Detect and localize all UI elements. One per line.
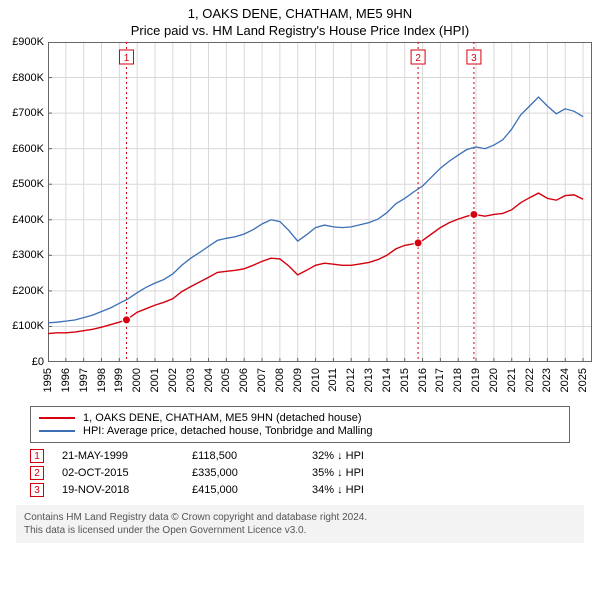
chart-svg: 1 2 3 — [48, 42, 592, 362]
legend-label: 1, OAKS DENE, CHATHAM, ME5 9HN (detached… — [83, 412, 362, 424]
x-tick-label: 1995 — [42, 368, 54, 392]
chart-title: 1, OAKS DENE, CHATHAM, ME5 9HN — [0, 6, 600, 21]
transaction-price: £415,000 — [192, 484, 312, 496]
legend-label: HPI: Average price, detached house, Tonb… — [83, 425, 372, 437]
x-tick-label: 1996 — [60, 368, 72, 392]
svg-text:3: 3 — [471, 53, 477, 64]
x-tick-label: 2003 — [185, 368, 197, 392]
x-tick-label: 2016 — [417, 368, 429, 392]
legend-swatch — [39, 430, 75, 432]
transaction-row: 2 02-OCT-2015£335,00035% ↓ HPI — [30, 466, 570, 480]
attribution: Contains HM Land Registry data © Crown c… — [16, 505, 584, 543]
x-tick-label: 2007 — [256, 368, 268, 392]
transaction-badge: 1 — [30, 449, 44, 463]
y-tick-label: £300K — [12, 249, 48, 261]
legend-swatch — [39, 417, 75, 419]
x-tick-label: 2020 — [488, 368, 500, 392]
x-tick-label: 2014 — [381, 368, 393, 392]
svg-text:1: 1 — [124, 53, 130, 64]
x-tick-label: 2006 — [238, 368, 250, 392]
x-tick-label: 2010 — [310, 368, 322, 392]
y-tick-label: £600K — [12, 143, 48, 155]
x-tick-label: 2005 — [220, 368, 232, 392]
x-tick-label: 2023 — [541, 368, 553, 392]
y-tick-label: £900K — [12, 36, 48, 48]
x-tick-label: 2000 — [131, 368, 143, 392]
x-tick-label: 2011 — [327, 368, 339, 392]
x-axis: 1995199619971998199920002001200220032004… — [48, 362, 592, 402]
transaction-date: 19-NOV-2018 — [62, 484, 192, 496]
attribution-line1: Contains HM Land Registry data © Crown c… — [24, 511, 576, 524]
x-tick-label: 2013 — [363, 368, 375, 392]
transaction-diff: 32% ↓ HPI — [312, 450, 364, 462]
transaction-row: 1 21-MAY-1999£118,50032% ↓ HPI — [30, 449, 570, 463]
y-tick-label: £400K — [12, 214, 48, 226]
x-tick-label: 2022 — [524, 368, 536, 392]
legend: 1, OAKS DENE, CHATHAM, ME5 9HN (detached… — [30, 406, 570, 443]
x-tick-label: 1997 — [78, 368, 90, 392]
x-tick-label: 2017 — [434, 368, 446, 392]
x-tick-label: 2004 — [203, 368, 215, 392]
chart-area: £0£100K£200K£300K£400K£500K£600K£700K£80… — [48, 42, 592, 362]
transaction-diff: 34% ↓ HPI — [312, 484, 364, 496]
chart-subtitle: Price paid vs. HM Land Registry's House … — [0, 23, 600, 38]
y-tick-label: £100K — [12, 320, 48, 332]
transaction-diff: 35% ↓ HPI — [312, 467, 364, 479]
x-tick-label: 2019 — [470, 368, 482, 392]
x-tick-label: 1998 — [96, 368, 108, 392]
x-tick-label: 2021 — [506, 368, 518, 392]
transaction-date: 02-OCT-2015 — [62, 467, 192, 479]
y-tick-label: £200K — [12, 285, 48, 297]
x-tick-label: 2024 — [559, 368, 571, 392]
x-tick-label: 2018 — [452, 368, 464, 392]
transaction-price: £118,500 — [192, 450, 312, 462]
y-tick-label: £800K — [12, 72, 48, 84]
x-tick-label: 2009 — [292, 368, 304, 392]
transaction-date: 21-MAY-1999 — [62, 450, 192, 462]
x-tick-label: 2025 — [577, 368, 589, 392]
y-tick-label: £700K — [12, 107, 48, 119]
transaction-badge: 3 — [30, 483, 44, 497]
legend-item: 1, OAKS DENE, CHATHAM, ME5 9HN (detached… — [39, 412, 561, 424]
legend-item: HPI: Average price, detached house, Tonb… — [39, 425, 561, 437]
attribution-line2: This data is licensed under the Open Gov… — [24, 524, 576, 537]
transactions-table: 1 21-MAY-1999£118,50032% ↓ HPI 2 02-OCT-201… — [30, 449, 570, 497]
x-tick-label: 2008 — [274, 368, 286, 392]
transaction-badge: 2 — [30, 466, 44, 480]
transaction-row: 3 19-NOV-2018£415,00034% ↓ HPI — [30, 483, 570, 497]
x-tick-label: 2002 — [167, 368, 179, 392]
x-tick-label: 2012 — [345, 368, 357, 392]
x-tick-label: 1999 — [113, 368, 125, 392]
y-tick-label: £500K — [12, 178, 48, 190]
y-tick-label: £0 — [32, 356, 48, 368]
transaction-price: £335,000 — [192, 467, 312, 479]
svg-text:2: 2 — [415, 53, 421, 64]
x-tick-label: 2015 — [399, 368, 411, 392]
x-tick-label: 2001 — [149, 368, 161, 392]
